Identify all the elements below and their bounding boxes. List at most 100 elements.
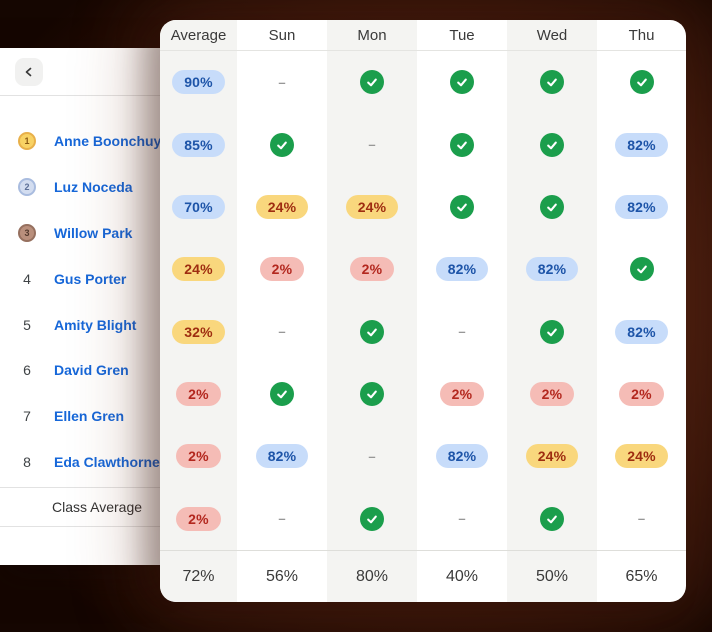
check-badge: [360, 506, 384, 531]
student-name: Willow Park: [54, 224, 133, 241]
table-column-thu: Thu 82% 82% 82% 2% 24% – 65%: [597, 20, 686, 602]
grade-pill: 70%: [172, 194, 225, 219]
check-icon: [636, 78, 647, 87]
table-cell[interactable]: 70%: [160, 176, 237, 238]
table-cell[interactable]: 24%: [160, 238, 237, 300]
table-cell[interactable]: 24%: [237, 176, 327, 238]
student-row[interactable]: 6 David Gren: [0, 358, 160, 382]
table-cell[interactable]: 2%: [160, 363, 237, 425]
student-row[interactable]: 2 Luz Noceda: [0, 175, 160, 199]
table-cell[interactable]: [507, 301, 597, 363]
grade-pill: 2%: [176, 382, 221, 407]
check-badge: [450, 70, 474, 95]
check-badge: [540, 70, 564, 95]
check-badge: [629, 70, 654, 95]
table-cell[interactable]: –: [417, 301, 507, 363]
table-cell[interactable]: 24%: [327, 176, 417, 238]
column-average-value: 40%: [417, 550, 507, 602]
table-cell[interactable]: [327, 488, 417, 550]
table-cell[interactable]: [417, 113, 507, 175]
table-cell[interactable]: [237, 113, 327, 175]
table-cell[interactable]: 2%: [507, 363, 597, 425]
table-cell[interactable]: 90%: [160, 51, 237, 113]
table-cell[interactable]: –: [327, 425, 417, 487]
table-cell[interactable]: 82%: [597, 113, 686, 175]
check-badge: [360, 319, 384, 344]
grade-pill: 2%: [176, 506, 221, 531]
table-cell[interactable]: [327, 363, 417, 425]
grade-pill: 2%: [349, 257, 395, 282]
student-row[interactable]: 7 Ellen Gren: [0, 404, 160, 428]
check-icon: [547, 203, 557, 212]
table-cell[interactable]: 2%: [597, 363, 686, 425]
check-badge: [540, 132, 564, 157]
student-name: Anne Boonchuy: [54, 133, 162, 149]
table-cell[interactable]: 85%: [160, 113, 237, 175]
table-cell[interactable]: [597, 51, 686, 113]
grade-pill: 2%: [529, 382, 575, 407]
back-button[interactable]: [15, 58, 43, 86]
table-cell[interactable]: 82%: [507, 238, 597, 300]
table-cell[interactable]: –: [237, 301, 327, 363]
student-row[interactable]: 4 Gus Porter: [0, 267, 160, 291]
grade-pill: 2%: [176, 444, 221, 469]
column-average-value: 72%: [160, 550, 237, 602]
table-cell[interactable]: –: [237, 488, 327, 550]
table-cell[interactable]: 2%: [160, 425, 237, 487]
check-badge: [360, 382, 384, 407]
grade-pill: 82%: [615, 132, 668, 157]
table-cell[interactable]: [507, 176, 597, 238]
rank-number-text: 8: [23, 454, 31, 471]
table-cell[interactable]: [507, 113, 597, 175]
class-average-label: Class Average: [52, 499, 143, 515]
table-cell[interactable]: –: [237, 51, 327, 113]
check-icon: [547, 141, 557, 149]
grade-pill: 24%: [172, 257, 225, 282]
grade-pill: 24%: [345, 194, 399, 219]
table-cell[interactable]: [507, 51, 597, 113]
rank-number-text: 5: [23, 316, 31, 333]
student-row[interactable]: 5 Amity Blight: [0, 313, 160, 337]
table-cell[interactable]: [417, 176, 507, 238]
check-icon: [367, 328, 377, 337]
table-cell[interactable]: [327, 301, 417, 363]
table-cell[interactable]: 2%: [160, 488, 237, 550]
table-cell[interactable]: –: [417, 488, 507, 550]
check-icon: [457, 78, 467, 87]
table-cell[interactable]: 82%: [417, 238, 507, 300]
check-icon: [547, 78, 557, 87]
empty-dash-icon: –: [278, 324, 286, 340]
table-cell[interactable]: [417, 51, 507, 113]
table-cell[interactable]: 24%: [597, 425, 686, 487]
student-row[interactable]: 3 Willow Park: [0, 221, 160, 245]
check-badge: [270, 132, 294, 157]
grade-pill: 2%: [439, 382, 485, 407]
table-cell[interactable]: [237, 363, 327, 425]
grade-pill: 82%: [615, 319, 668, 344]
grade-pill: 2%: [259, 257, 305, 282]
table-cell[interactable]: 2%: [327, 238, 417, 300]
table-cell[interactable]: [597, 238, 686, 300]
rank-number-text: 7: [23, 408, 31, 425]
table-cell[interactable]: 82%: [597, 176, 686, 238]
table-cell[interactable]: [327, 51, 417, 113]
rank-number: 4: [0, 271, 54, 287]
table-cell[interactable]: 24%: [507, 425, 597, 487]
table-cell[interactable]: 2%: [417, 363, 507, 425]
table-cell[interactable]: –: [597, 488, 686, 550]
student-name: Gus Porter: [54, 270, 127, 287]
table-cell[interactable]: 82%: [237, 425, 327, 487]
table-column-wed: Wed 82% 2% 24% 50%: [507, 20, 597, 602]
table-cell[interactable]: 82%: [417, 425, 507, 487]
check-badge: [450, 194, 474, 219]
table-cell[interactable]: 2%: [237, 238, 327, 300]
student-row[interactable]: 1 Anne Boonchuy: [0, 129, 162, 153]
table-cell[interactable]: 82%: [597, 301, 686, 363]
student-name: Amity Blight: [54, 316, 137, 333]
student-row[interactable]: 8 Eda Clawthorne: [0, 450, 160, 474]
table-cell[interactable]: –: [327, 113, 417, 175]
table-cell[interactable]: [507, 488, 597, 550]
column-header: Average: [160, 20, 237, 51]
table-cell[interactable]: 32%: [160, 301, 237, 363]
